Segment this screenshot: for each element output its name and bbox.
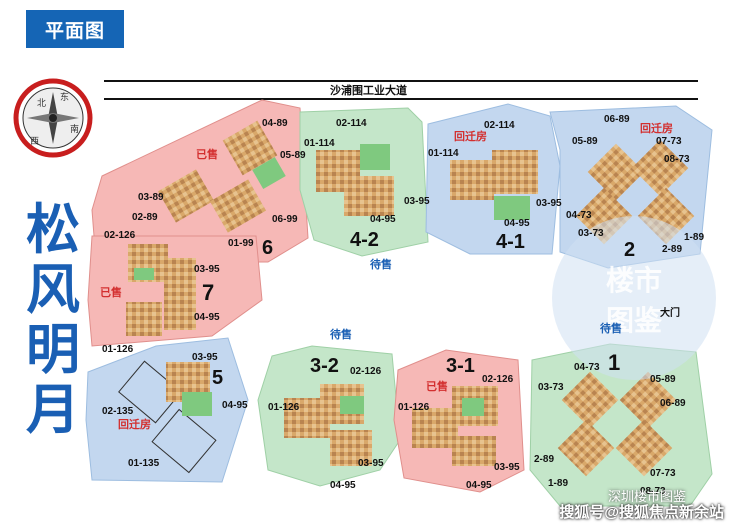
unit-label: 03-95 [194,264,220,275]
unit-label: 02-126 [482,374,514,385]
status-for-sale-1: 待售 [369,257,392,271]
road-label: 沙浦围工业大道 [330,85,407,97]
unit-label: 01-126 [398,402,430,413]
unit-label: 04-95 [194,312,220,323]
unit-label: 06-89 [660,398,686,409]
unit-label: 07-73 [656,136,682,147]
unit-label: 05-89 [572,136,598,147]
buildings-zone-6 [157,120,286,233]
zone-7-number: 7 [202,280,214,305]
unit-label: 03-95 [536,198,562,209]
unit-label: 01-135 [128,458,160,469]
watermark-footer: 搜狐号@搜狐焦点新余站 [559,504,724,521]
unit-label: 04-95 [370,214,396,225]
watermark-social: 深圳楼市图鉴 [608,489,687,504]
unit-label: 02-126 [104,230,136,241]
road-line-bottom [104,98,698,100]
status-zone-3-1: 已售 [426,379,448,393]
unit-label: 04-95 [222,400,248,411]
status-zone-7: 已售 [100,285,122,299]
unit-label: 03-95 [358,458,384,469]
status-for-sale-2: 待售 [329,327,352,341]
unit-label: 04-95 [330,480,356,491]
unit-label: 01-99 [228,238,254,249]
status-zone-4-1: 回迁房 [454,129,487,143]
page-title: 平面图 [26,10,124,48]
unit-label: 03-95 [192,352,218,363]
zone-6-number: 6 [262,237,273,259]
unit-label: 2-89 [534,454,554,465]
unit-label: 01-114 [428,148,459,159]
zone-3-1-number: 3-1 [446,355,475,377]
unit-label: 05-89 [650,374,676,385]
buildings-zone-7 [126,244,196,336]
unit-label: 03-89 [138,192,164,203]
unit-label: 04-73 [566,210,592,221]
unit-label: 08-73 [640,486,666,497]
watermark-logo [552,216,716,380]
buildings-zone-3-1 [412,386,498,466]
unit-label: 01-126 [102,344,134,355]
unit-label: 03-73 [538,382,564,393]
zone-2-number: 2 [624,239,635,261]
project-name-vertical: 松风明月 [26,198,80,441]
compass-east: 东 [60,91,69,102]
compass-icon [13,78,93,158]
status-for-sale-3: 待售 [599,321,622,335]
buildings-zone-4-2 [316,144,394,216]
gate-label: 大门 [660,306,680,319]
status-zone-2: 回迁房 [640,121,673,135]
unit-label: 03-95 [494,462,520,473]
zone-5-number: 5 [212,367,223,389]
zone-4-1-number: 4-1 [496,231,525,253]
unit-label: 04-89 [262,118,288,129]
road-line-top [104,80,698,82]
unit-label: 04-95 [504,218,530,229]
unit-label: 02-114 [484,120,515,131]
unit-label: 08-73 [664,154,690,165]
unit-label: 07-73 [650,468,676,479]
status-zone-5: 回迁房 [118,417,151,431]
unit-label: 06-89 [604,114,630,125]
unit-label: 1-89 [548,478,568,489]
buildings-zone-3-2 [284,384,372,466]
zone-3-2-number: 3-2 [310,355,339,377]
zone-4-2-number: 4-2 [350,229,379,251]
buildings-zone-5 [118,360,217,474]
unit-label: 02-126 [350,366,382,377]
unit-label: 04-73 [574,362,600,373]
unit-label: 06-99 [272,214,298,225]
status-zone-6: 已售 [196,147,218,161]
watermark-bottom-text: 图鉴 [606,305,663,336]
unit-label: 02-135 [102,406,134,417]
unit-label: 02-89 [132,212,158,223]
compass-west: 西 [30,136,39,146]
unit-label: 04-95 [466,480,492,491]
unit-label: 2-89 [662,244,682,255]
unit-label: 03-73 [578,228,604,239]
compass-north: 北 [37,98,46,108]
zone-1-number: 1 [608,350,620,375]
compass-south: 南 [70,123,79,134]
unit-label: 03-95 [404,196,430,207]
unit-label: 01-126 [268,402,300,413]
unit-label: 02-114 [336,118,367,129]
watermark-top-text: 楼市 [606,264,662,296]
unit-label: 1-89 [684,232,704,243]
unit-label: 01-114 [304,138,335,149]
unit-label: 05-89 [280,150,306,161]
buildings-zone-4-1 [450,150,538,220]
